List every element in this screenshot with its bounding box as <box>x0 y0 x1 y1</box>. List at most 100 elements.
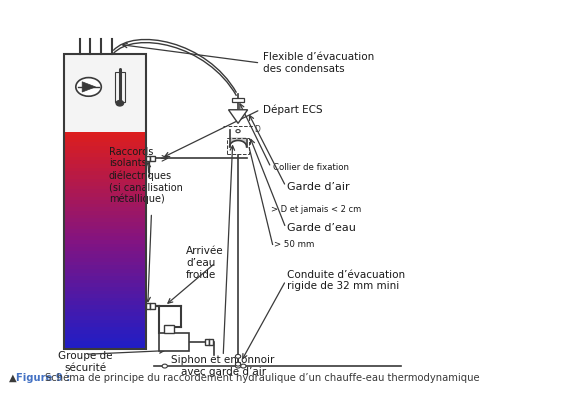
Text: Raccords
isolants
diélectriques
(si canalisation
métallique): Raccords isolants diélectriques (si cana… <box>109 147 183 204</box>
Bar <box>64 182 146 186</box>
Text: Flexible d’évacuation
des condensats: Flexible d’évacuation des condensats <box>263 52 374 74</box>
Bar <box>64 132 146 136</box>
Bar <box>64 225 146 230</box>
Bar <box>64 240 146 244</box>
Text: Arrivée
d’eau
froide: Arrivée d’eau froide <box>186 246 223 280</box>
Bar <box>209 339 213 344</box>
Text: Conduite d’évacuation
rigide de 32 mm mini: Conduite d’évacuation rigide de 32 mm mi… <box>287 270 405 291</box>
Text: Collier de fixation: Collier de fixation <box>273 163 349 172</box>
Bar <box>64 298 146 302</box>
Bar <box>64 193 146 197</box>
Bar <box>64 345 146 349</box>
Bar <box>64 323 146 327</box>
Text: Groupe de
sécurité: Groupe de sécurité <box>58 351 112 373</box>
Bar <box>64 258 146 262</box>
Bar <box>64 294 146 299</box>
Text: > 50 mm: > 50 mm <box>274 240 314 249</box>
Bar <box>64 247 146 252</box>
Bar <box>64 316 146 320</box>
Bar <box>64 331 146 335</box>
Bar <box>64 301 146 306</box>
Bar <box>227 138 249 154</box>
Bar <box>64 280 146 284</box>
Bar <box>64 327 146 331</box>
Bar <box>64 146 146 151</box>
Circle shape <box>162 364 167 368</box>
Bar <box>64 178 146 183</box>
Text: Départ ECS: Départ ECS <box>263 104 323 115</box>
Bar <box>64 215 146 219</box>
Bar <box>64 312 146 317</box>
Bar <box>64 54 146 132</box>
Bar <box>64 204 146 208</box>
Bar <box>64 251 146 255</box>
Bar <box>64 200 146 204</box>
Bar <box>64 262 146 266</box>
Bar <box>64 139 146 143</box>
Text: Figure 9 :: Figure 9 : <box>16 373 74 383</box>
Bar <box>64 190 146 194</box>
Bar <box>64 153 146 158</box>
Bar <box>64 54 146 349</box>
Circle shape <box>235 362 241 366</box>
Bar <box>64 236 146 241</box>
Circle shape <box>236 130 240 133</box>
Bar <box>64 222 146 226</box>
Bar <box>64 229 146 234</box>
Bar <box>64 218 146 223</box>
Circle shape <box>76 78 101 96</box>
Text: > D et jamais < 2 cm: > D et jamais < 2 cm <box>271 205 361 214</box>
Bar <box>64 243 146 248</box>
Bar <box>64 211 146 216</box>
Bar <box>150 156 155 161</box>
Bar <box>64 175 146 179</box>
Bar <box>146 303 150 309</box>
Bar <box>232 98 244 102</box>
Text: Garde d’air: Garde d’air <box>287 182 349 191</box>
Bar <box>64 305 146 310</box>
Bar <box>64 160 146 165</box>
Text: Garde d’eau: Garde d’eau <box>287 223 356 233</box>
Bar <box>64 186 146 190</box>
Bar <box>64 269 146 273</box>
Bar <box>64 142 146 147</box>
Bar <box>64 150 146 154</box>
Bar <box>159 333 189 351</box>
Bar <box>64 287 146 292</box>
Polygon shape <box>230 138 246 147</box>
Bar <box>205 339 209 344</box>
Bar <box>64 309 146 313</box>
Text: Schéma de principe du raccordement hydraulique d’un chauffe-eau thermodynamique: Schéma de principe du raccordement hydra… <box>45 372 480 383</box>
Bar <box>64 197 146 201</box>
Bar <box>115 72 125 102</box>
Bar <box>64 164 146 169</box>
Bar <box>64 265 146 270</box>
Bar <box>164 325 174 333</box>
Bar <box>64 168 146 172</box>
Bar <box>64 208 146 212</box>
Bar <box>64 320 146 324</box>
Bar <box>146 156 150 161</box>
Text: D: D <box>254 125 260 134</box>
Circle shape <box>235 364 241 368</box>
Bar <box>64 283 146 288</box>
Polygon shape <box>229 110 248 123</box>
Circle shape <box>116 100 124 106</box>
Text: Siphon et entonnoir
avec garde d’air: Siphon et entonnoir avec garde d’air <box>171 355 275 377</box>
Bar <box>150 303 155 309</box>
Bar <box>64 338 146 342</box>
Bar <box>64 291 146 295</box>
Bar <box>64 334 146 338</box>
Bar <box>64 341 146 346</box>
Bar <box>64 157 146 161</box>
Bar <box>64 233 146 237</box>
Polygon shape <box>82 82 96 92</box>
Bar <box>64 255 146 259</box>
Bar <box>64 135 146 139</box>
Bar <box>64 171 146 176</box>
Bar <box>64 273 146 277</box>
Circle shape <box>235 355 241 358</box>
Text: ▲: ▲ <box>9 373 20 383</box>
Circle shape <box>241 364 246 368</box>
Bar <box>64 276 146 281</box>
